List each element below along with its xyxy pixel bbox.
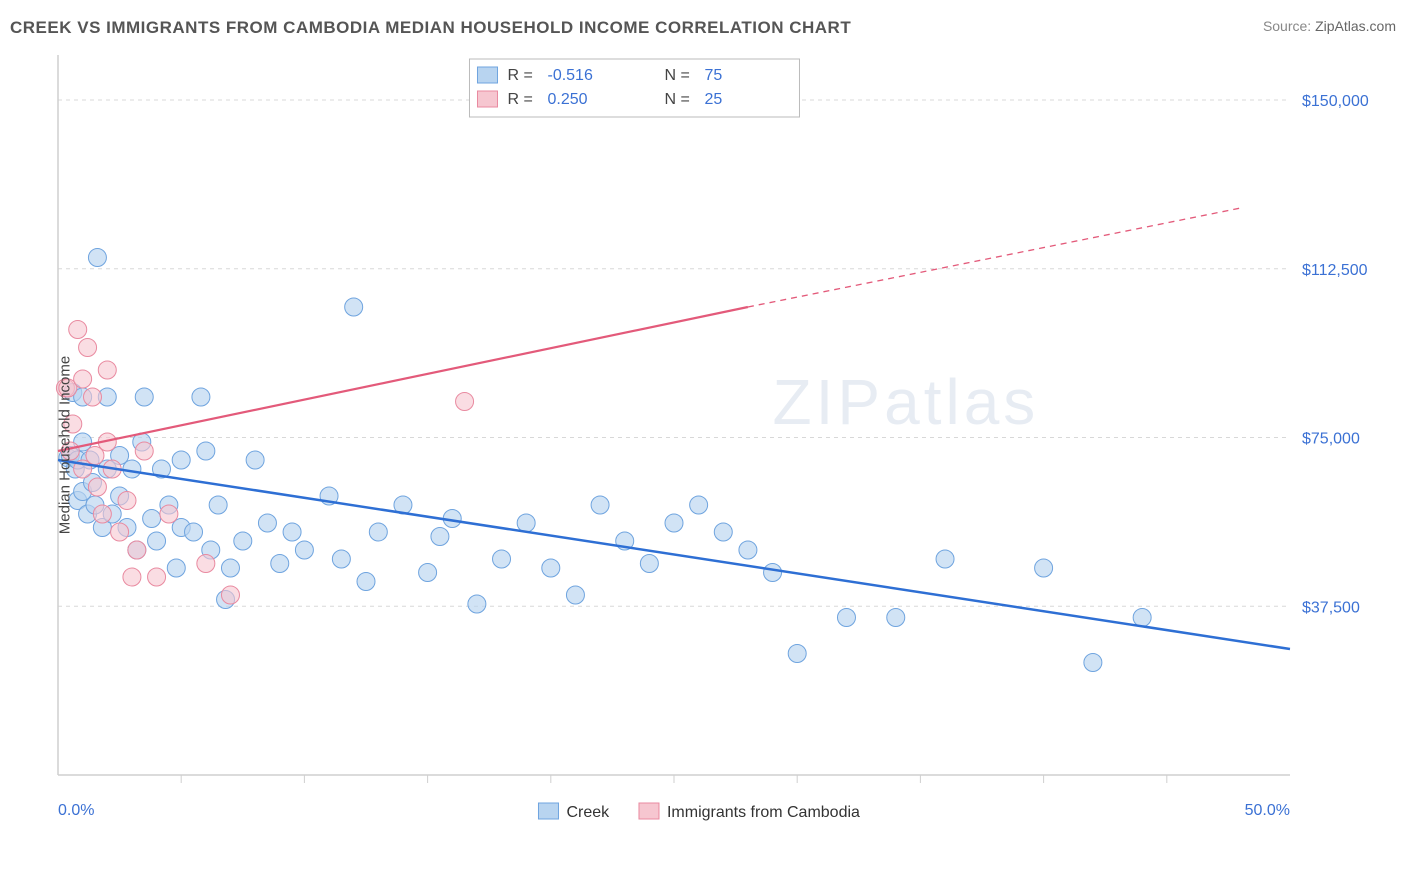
chart-svg: $37,500 $75,000 $112,500 $150,000 0.0% 50.0% Z… <box>50 55 1390 835</box>
data-point <box>160 505 178 523</box>
y-tick-label: $75,000 <box>1302 431 1360 448</box>
chart-area: Median Household Income $37,500 $75,000 $1… <box>50 55 1390 835</box>
data-point <box>591 496 609 514</box>
y-tick-label: $150,000 <box>1302 93 1369 110</box>
data-point <box>517 514 535 532</box>
data-point <box>123 568 141 586</box>
data-point <box>88 478 106 496</box>
data-point <box>714 523 732 541</box>
data-point <box>148 568 166 586</box>
y-tick-label: $112,500 <box>1302 262 1368 279</box>
data-point <box>369 523 387 541</box>
data-point <box>197 555 215 573</box>
chart-title: CREEK VS IMMIGRANTS FROM CAMBODIA MEDIAN… <box>10 18 851 38</box>
legend-swatch <box>538 803 558 819</box>
y-axis-label: Median Household Income <box>57 356 74 534</box>
data-point <box>456 393 474 411</box>
data-point <box>234 532 252 550</box>
legend-r-value: -0.516 <box>547 67 592 84</box>
source-attribution: Source: ZipAtlas.com <box>1263 18 1396 34</box>
data-point <box>764 564 782 582</box>
source-value: ZipAtlas.com <box>1315 18 1396 34</box>
data-point <box>221 586 239 604</box>
data-point <box>209 496 227 514</box>
legend-swatch <box>477 91 497 107</box>
data-point <box>135 442 153 460</box>
data-point <box>69 321 87 339</box>
legend-n-value: 75 <box>704 67 722 84</box>
data-point <box>887 609 905 627</box>
legend-n-value: 25 <box>704 91 722 108</box>
legend-n-label: N = <box>664 91 689 108</box>
data-point <box>128 541 146 559</box>
legend-series-label: Creek <box>566 804 610 821</box>
chart-container: CREEK VS IMMIGRANTS FROM CAMBODIA MEDIAN… <box>0 0 1406 892</box>
data-point <box>739 541 757 559</box>
legend-n-label: N = <box>664 67 689 84</box>
data-point <box>431 528 449 546</box>
legend-swatch <box>477 67 497 83</box>
data-point <box>295 541 313 559</box>
data-point <box>258 514 276 532</box>
data-point <box>357 573 375 591</box>
data-point <box>192 388 210 406</box>
legend-swatch <box>639 803 659 819</box>
x-tick-label: 0.0% <box>58 802 94 819</box>
data-point <box>79 339 97 357</box>
data-point <box>111 523 129 541</box>
data-point <box>221 559 239 577</box>
legend-r-label: R = <box>507 91 532 108</box>
regression-line <box>58 460 1290 649</box>
data-point <box>88 249 106 267</box>
data-point <box>332 550 350 568</box>
data-point <box>640 555 658 573</box>
data-point <box>283 523 301 541</box>
data-point <box>135 388 153 406</box>
data-point <box>837 609 855 627</box>
data-point <box>148 532 166 550</box>
x-tick-label: 50.0% <box>1245 802 1290 819</box>
data-point <box>143 510 161 528</box>
data-point <box>788 645 806 663</box>
source-label: Source: <box>1263 18 1311 34</box>
data-point <box>167 559 185 577</box>
regression-extrapolation <box>748 208 1241 307</box>
data-point <box>665 514 683 532</box>
data-point <box>246 451 264 469</box>
legend-r-value: 0.250 <box>547 91 587 108</box>
data-point <box>271 555 289 573</box>
data-point <box>690 496 708 514</box>
data-point <box>542 559 560 577</box>
data-point <box>83 388 101 406</box>
data-point <box>936 550 954 568</box>
data-point <box>118 492 136 510</box>
data-point <box>123 460 141 478</box>
data-point <box>74 370 92 388</box>
data-point <box>345 298 363 316</box>
data-point <box>98 361 116 379</box>
legend-series-label: Immigrants from Cambodia <box>667 804 860 821</box>
y-tick-label: $37,500 <box>1302 599 1360 616</box>
data-point <box>185 523 203 541</box>
data-point <box>93 505 111 523</box>
data-point <box>1084 654 1102 672</box>
data-point <box>566 586 584 604</box>
data-point <box>1133 609 1151 627</box>
data-point <box>468 595 486 613</box>
data-point <box>197 442 215 460</box>
chart-header: CREEK VS IMMIGRANTS FROM CAMBODIA MEDIAN… <box>10 18 1396 38</box>
data-point <box>1035 559 1053 577</box>
data-point <box>419 564 437 582</box>
watermark: ZIPatlas <box>773 366 1040 438</box>
regression-line <box>58 307 748 451</box>
data-point <box>172 451 190 469</box>
legend-r-label: R = <box>507 67 532 84</box>
data-point <box>493 550 511 568</box>
